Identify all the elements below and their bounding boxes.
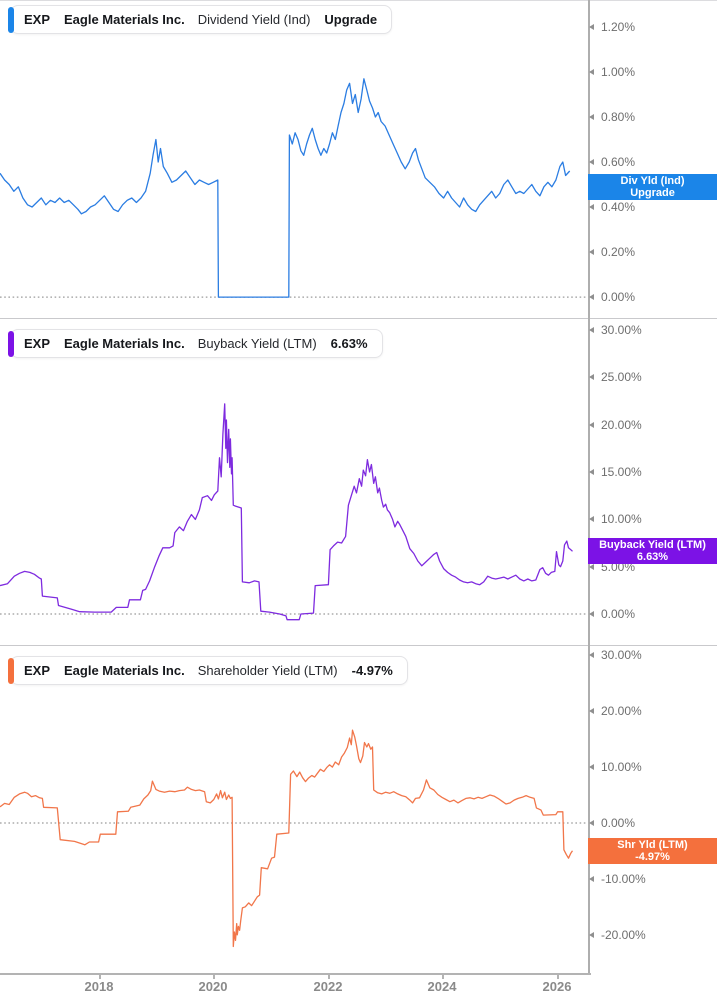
y-axis-tick-arrow [589, 563, 594, 570]
metric-value-label: 6.63% [330, 336, 368, 351]
y-axis-tick-arrow [589, 708, 594, 715]
panel-dividend-yield: EXP Eagle Materials Inc. Dividend Yield … [0, 0, 717, 318]
legend-accent-bar [8, 657, 14, 684]
panel-separator [0, 645, 717, 646]
x-axis-tick [557, 973, 559, 979]
series-line [0, 403, 573, 621]
company-name-label: Eagle Materials Inc. [64, 663, 185, 678]
badge-metric-label: Div Yld (Ind) [620, 175, 685, 187]
ticker-label: EXP [24, 663, 51, 678]
y-axis-tick-arrow [589, 764, 594, 771]
panel-buyback-yield: EXP Eagle Materials Inc. Buyback Yield (… [0, 318, 717, 645]
badge-metric-label: Shr Yld (LTM) [617, 839, 688, 851]
y-axis-tick-arrow [589, 875, 594, 882]
y-axis-tick-label: 20.00% [601, 417, 642, 432]
y-axis-line [588, 0, 590, 974]
metric-label: Shareholder Yield (LTM) [197, 663, 338, 678]
badge-metric-label: Buyback Yield (LTM) [599, 539, 706, 551]
y-axis-tick-label: 0.40% [601, 200, 636, 215]
x-axis-tick [213, 973, 215, 979]
y-axis-tick-label: 25.00% [601, 370, 642, 385]
metric-value-label[interactable]: Upgrade [324, 12, 378, 27]
y-axis-tick-arrow [589, 24, 594, 30]
badge-value-label[interactable]: Upgrade [630, 187, 675, 199]
y-axis-tick-label: 0.80% [601, 110, 636, 125]
y-axis-tick-label: 0.00% [601, 290, 636, 305]
metric-label: Buyback Yield (LTM) [197, 336, 317, 351]
x-axis-tick-label: 2026 [542, 979, 572, 994]
y-axis-tick-label: 20.00% [601, 704, 642, 719]
panel-separator [0, 318, 717, 319]
y-axis-tick-arrow [589, 204, 594, 211]
y-axis-tick-arrow [589, 516, 594, 523]
panel-shareholder-yield: EXP Eagle Materials Inc. Shareholder Yie… [0, 645, 717, 973]
series-line [0, 78, 571, 298]
dividend-yield-badge[interactable]: Div Yld (Ind) Upgrade [588, 174, 717, 200]
x-axis-tick [328, 973, 330, 979]
y-axis-tick-label: 15.00% [601, 465, 642, 480]
y-axis-tick-arrow [589, 421, 594, 428]
y-axis-tick-label: 0.00% [601, 815, 636, 830]
panel-separator [0, 0, 717, 1]
shareholder-yield-badge[interactable]: Shr Yld (LTM) -4.97% [588, 838, 717, 864]
badge-value-label: -4.97% [635, 851, 670, 863]
buyback-yield-badge[interactable]: Buyback Yield (LTM) 6.63% [588, 538, 717, 564]
x-axis-tick-label: 2018 [84, 979, 114, 994]
y-axis-tick-arrow [589, 469, 594, 476]
x-axis-line [0, 973, 591, 975]
y-axis-tick-label: -10.00% [601, 871, 646, 886]
y-axis-tick-label: 0.20% [601, 245, 636, 260]
y-axis-tick-label: 0.00% [601, 607, 636, 622]
metric-label: Dividend Yield (Ind) [197, 12, 311, 27]
x-axis-tick-label: 2022 [313, 979, 343, 994]
chart-legend-shareholder-yield[interactable]: EXP Eagle Materials Inc. Shareholder Yie… [8, 656, 408, 685]
metric-value-label: -4.97% [351, 663, 393, 678]
y-axis-tick-arrow [589, 294, 594, 301]
y-axis-tick-arrow [589, 249, 594, 256]
y-axis-tick-label: -20.00% [601, 927, 646, 942]
legend-accent-bar [8, 330, 14, 357]
y-axis-tick-label: 10.00% [601, 512, 642, 527]
y-axis-tick-arrow [589, 69, 594, 76]
y-axis-tick-arrow [589, 819, 594, 826]
y-axis-tick-label: 1.00% [601, 65, 636, 80]
y-axis-tick-arrow [589, 611, 594, 618]
y-axis-tick-label: 30.00% [601, 323, 642, 338]
chart-legend-buyback-yield[interactable]: EXP Eagle Materials Inc. Buyback Yield (… [8, 329, 383, 358]
series-line [0, 729, 574, 948]
ticker-label: EXP [24, 336, 51, 351]
shareholder-yield-line-chart[interactable] [0, 645, 588, 973]
ticker-label: EXP [24, 12, 51, 27]
chart-legend-dividend-yield[interactable]: EXP Eagle Materials Inc. Dividend Yield … [8, 5, 393, 34]
y-axis-tick-arrow [589, 374, 594, 381]
legend-accent-bar [8, 6, 14, 33]
y-axis-tick-arrow [589, 652, 594, 659]
y-axis-tick-label: 10.00% [601, 760, 642, 775]
y-axis-tick-arrow [589, 327, 594, 334]
buyback-yield-line-chart[interactable] [0, 318, 588, 645]
dividend-yield-line-chart[interactable] [0, 0, 588, 318]
company-name-label: Eagle Materials Inc. [64, 12, 185, 27]
x-axis-tick-label: 2020 [198, 979, 228, 994]
x-axis-tick [99, 973, 101, 979]
y-axis-tick-arrow [589, 159, 594, 166]
company-name-label: Eagle Materials Inc. [64, 336, 185, 351]
x-axis-tick [442, 973, 444, 979]
badge-value-label: 6.63% [636, 551, 669, 563]
y-axis-tick-arrow [589, 931, 594, 938]
y-axis-tick-arrow [589, 114, 594, 121]
y-axis-tick-label: 0.60% [601, 155, 636, 170]
y-axis-tick-label: 30.00% [601, 648, 642, 663]
x-axis-tick-label: 2024 [427, 979, 457, 994]
y-axis-tick-label: 1.20% [601, 20, 636, 34]
